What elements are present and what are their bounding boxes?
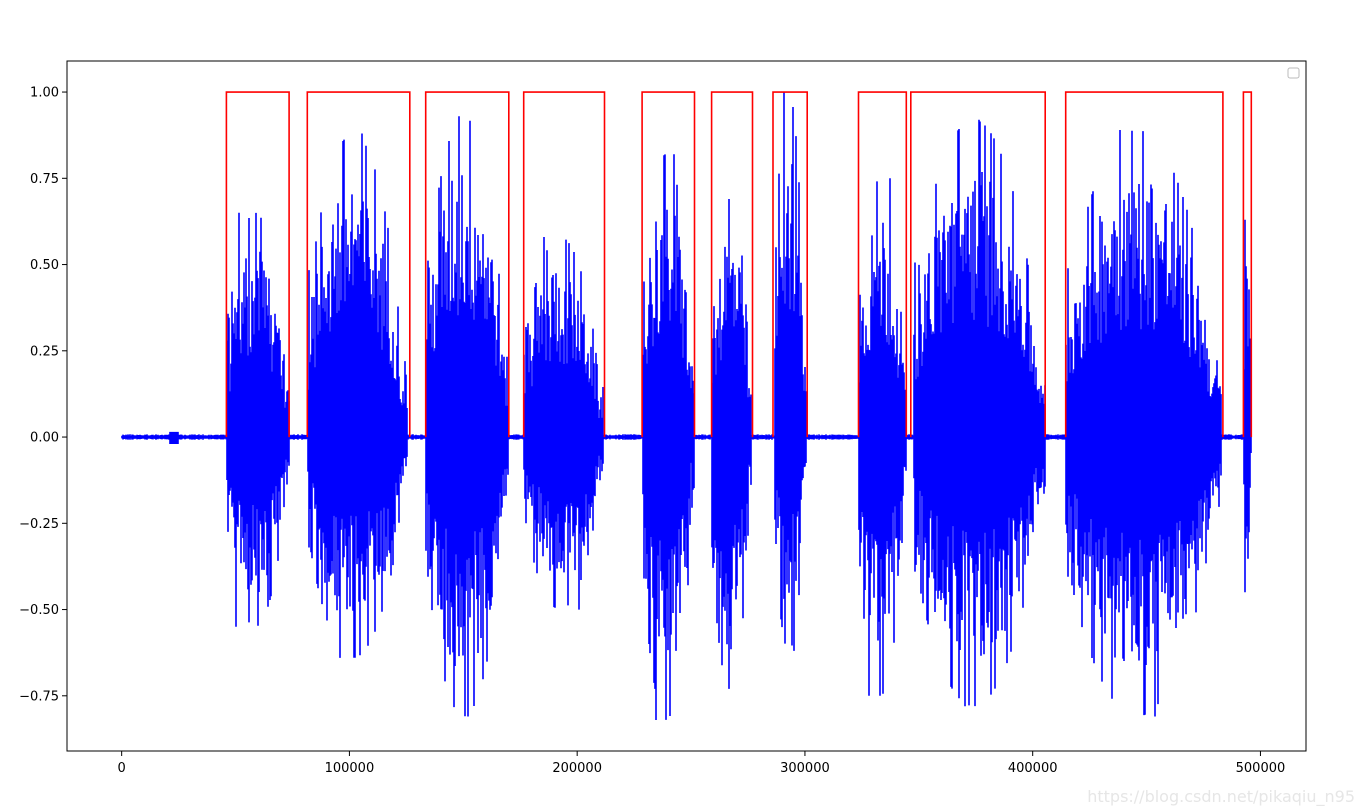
x-axis: 0 100000 200000 300000 400000 500000 [118, 751, 1286, 776]
y-tick-label: 0.75 [30, 172, 59, 187]
x-tick-label: 400000 [1008, 761, 1058, 776]
x-tick-label: 100000 [325, 761, 375, 776]
detection-series [225, 91, 1253, 438]
detection-interval [710, 91, 754, 438]
y-tick-label: −0.25 [19, 517, 59, 532]
plot-frame [66, 60, 1307, 752]
detection-interval [225, 91, 290, 438]
x-tick-label: 200000 [552, 761, 602, 776]
y-tick-label: 0.50 [30, 258, 59, 273]
detection-interval [522, 91, 606, 438]
x-tick-label: 500000 [1236, 761, 1286, 776]
signal-waveform [121, 92, 1252, 720]
detection-interval [641, 91, 696, 438]
y-tick-label: 0.25 [30, 344, 59, 359]
detection-interval [1242, 91, 1253, 438]
x-tick-label: 0 [118, 761, 126, 776]
detection-interval [910, 91, 1046, 438]
x-tick-label: 300000 [780, 761, 830, 776]
y-axis: −0.75 −0.50 −0.25 0.00 0.25 0.50 0.75 1.00 [19, 86, 67, 704]
detection-interval [306, 91, 411, 438]
watermark: https://blog.csdn.net/pikaqiu_n95 [1087, 787, 1355, 806]
legend-box [1287, 67, 1300, 79]
y-tick-label: −0.75 [19, 689, 59, 704]
y-tick-label: 0.00 [30, 431, 59, 446]
detection-interval [772, 91, 808, 438]
y-tick-label: −0.50 [19, 603, 59, 618]
signal-series [121, 92, 1252, 720]
detection-interval [857, 91, 908, 438]
detection-interval [424, 91, 510, 438]
y-tick-label: 1.00 [30, 86, 59, 101]
detection-interval [1064, 91, 1224, 438]
